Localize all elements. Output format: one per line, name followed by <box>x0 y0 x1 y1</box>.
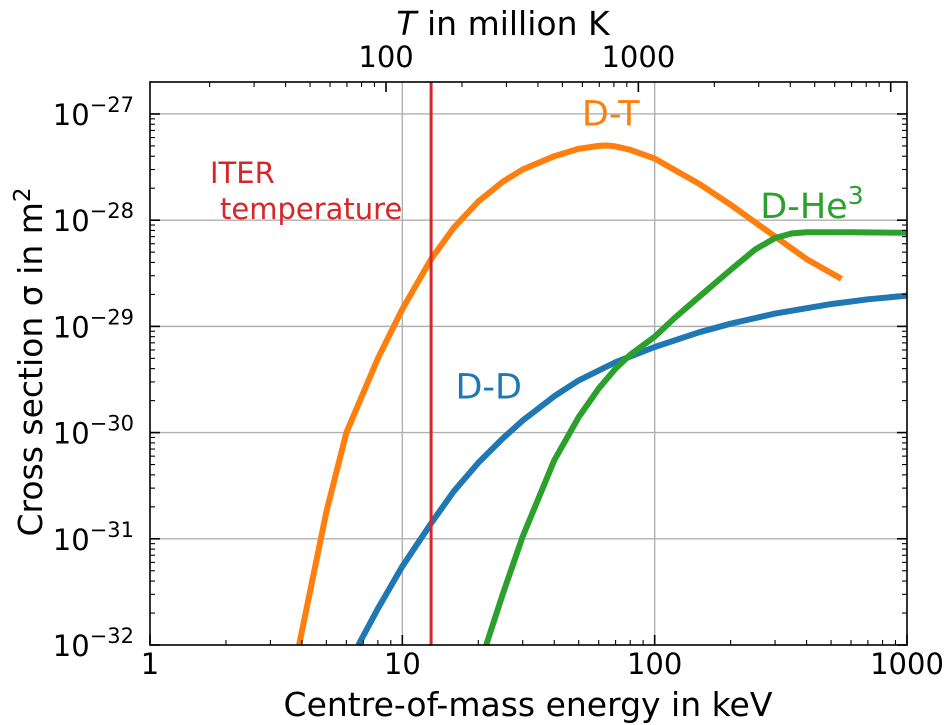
y-tick-label-exponent: −29 <box>90 305 134 329</box>
y-tick-label-base: 10 <box>53 417 90 451</box>
series-lines <box>296 142 908 647</box>
y-tick-label-exponent: −27 <box>90 93 134 117</box>
grid-lines <box>150 82 907 645</box>
series-label-d-t: D-T <box>582 94 640 134</box>
series-line-d-d <box>355 292 908 647</box>
y-tick-label-exponent: −32 <box>90 624 134 648</box>
y-tick-label: 10−30 <box>53 412 134 451</box>
y-tick-label: 10−31 <box>53 518 134 557</box>
top-axis-title-text: in million K <box>417 4 611 43</box>
y-tick-label-base: 10 <box>53 629 90 663</box>
x-tick-label: 10 <box>384 647 421 681</box>
y-axis-title-text: Cross section σ in m <box>11 202 50 536</box>
x-tick-label: 100 <box>627 647 682 681</box>
series-label-text: D-He <box>760 187 847 227</box>
y-tick-label: 10−28 <box>53 199 134 238</box>
y-tick-label-base: 10 <box>53 98 90 132</box>
y-tick-label-base: 10 <box>53 310 90 344</box>
y-tick-label-exponent: −30 <box>90 412 134 436</box>
top-tick-label: 1000 <box>601 40 675 74</box>
y-tick-label-exponent: −28 <box>90 199 134 223</box>
y-tick-label: 10−29 <box>53 305 134 344</box>
plot-area-frame <box>149 81 908 646</box>
top-tick-label: 100 <box>358 40 413 74</box>
series-label-d-he3: D-He3 <box>760 181 863 227</box>
series-label-text: D-T <box>582 94 640 134</box>
series-line-d-t <box>296 142 843 646</box>
iter-label-line1: ITER <box>210 156 275 190</box>
x-axis-title: Centre-of-mass energy in keV <box>284 685 773 724</box>
y-tick-label-exponent: −31 <box>90 518 134 542</box>
y-axis-title: Cross section σ in m2 <box>10 187 50 536</box>
y-tick-label-base: 10 <box>53 523 90 557</box>
y-tick-label: 10−32 <box>53 624 134 663</box>
series-labels: D-T D-D D-He3 <box>455 94 863 407</box>
series-label-text: D-D <box>455 367 522 407</box>
x-tick-label: 1000 <box>870 647 944 681</box>
y-tick-label-base: 10 <box>53 204 90 238</box>
top-axis-title-symbol: T <box>396 4 419 43</box>
iter-label-line2: temperature <box>220 192 402 226</box>
y-tick-label: 10−27 <box>53 93 134 132</box>
y-axis-title-superscript: 2 <box>10 187 36 202</box>
series-label-d-d: D-D <box>455 367 522 407</box>
x-tick-label: 1 <box>141 647 159 681</box>
series-line-d-he3 <box>483 229 908 646</box>
series-label-superscript: 3 <box>848 181 864 210</box>
top-axis-title: T in million K <box>396 4 611 43</box>
